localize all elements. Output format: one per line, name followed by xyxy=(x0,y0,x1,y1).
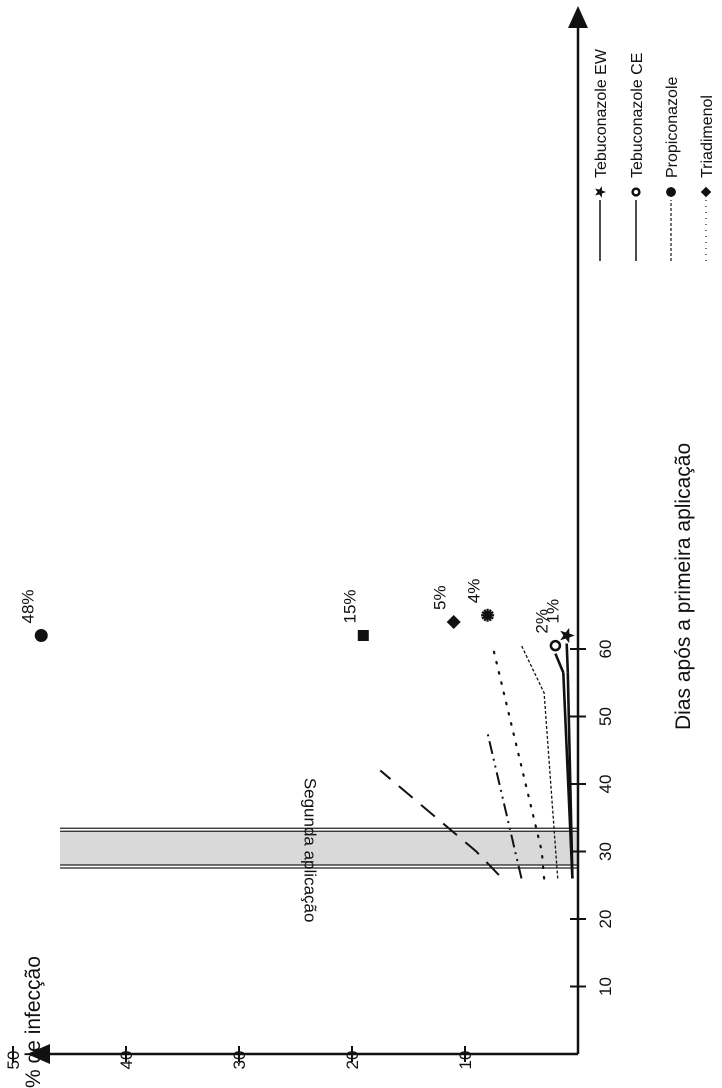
legend-item: Tebuconazole EW xyxy=(593,48,610,261)
data-label: 15% xyxy=(340,589,359,623)
series-propiconazole: 4% xyxy=(465,579,559,879)
legend-item: Propiconazole xyxy=(664,77,681,261)
band-label: Segunda aplicação xyxy=(301,778,320,923)
band-rect xyxy=(60,831,578,865)
data-label: 2% xyxy=(532,609,551,634)
asterisk-core xyxy=(484,612,491,619)
y-axis-label: % de infecção xyxy=(22,956,45,1088)
series-tebuconazole-ce: 2% xyxy=(532,609,574,879)
x-tick-label: 60 xyxy=(596,640,615,659)
data-point-marker xyxy=(357,630,369,641)
series-line xyxy=(520,645,559,879)
axes-group: 10 20 30 40 50 10 20 30 40 50 60 xyxy=(4,6,615,1069)
series-line-end xyxy=(565,643,570,673)
y-tick-label: 50 xyxy=(4,1051,23,1070)
series-line-end xyxy=(554,653,565,674)
series-line xyxy=(486,733,523,879)
data-point-marker xyxy=(446,615,461,629)
series-testemunha: 48% xyxy=(18,589,500,876)
legend-label: Triadimenol xyxy=(699,95,716,178)
x-tick-label: 30 xyxy=(596,842,615,861)
x-axis-arrow xyxy=(27,1044,50,1064)
y-tick-label: 10 xyxy=(456,1051,475,1070)
data-point-marker xyxy=(560,627,575,644)
legend-item: Tebuconazole CE xyxy=(629,53,646,261)
series-mancozeb: 15% xyxy=(340,589,523,879)
asterisk-core xyxy=(668,189,674,195)
data-label: 4% xyxy=(465,579,484,604)
x-tick-label: 50 xyxy=(596,707,615,726)
data-point-marker xyxy=(549,639,562,652)
legend-label: Tebuconazole CE xyxy=(629,53,646,178)
series-line xyxy=(562,672,574,879)
x-tick-label: 20 xyxy=(596,910,615,929)
band-group: Segunda aplicação xyxy=(60,778,578,923)
series-line xyxy=(379,769,500,876)
series-group: 1%2% 4% 5% 15% 48% xyxy=(18,579,575,880)
x-axis-label: Dias após a primeira aplicação xyxy=(672,443,695,730)
legend-marker xyxy=(595,186,606,198)
y-tick-label: 40 xyxy=(117,1051,136,1070)
x-tick-label: 10 xyxy=(596,977,615,996)
legend-marker xyxy=(631,187,641,197)
legend-marker xyxy=(700,186,712,198)
y-tick-label: 30 xyxy=(230,1051,249,1070)
series-triadimenol: 5% xyxy=(431,585,546,880)
data-point-marker xyxy=(34,629,48,642)
data-label: 48% xyxy=(18,589,37,623)
legend-item: Triadimenol xyxy=(699,95,716,261)
legend-label: Tebuconazole EW xyxy=(593,48,610,178)
data-label: 1% xyxy=(544,599,563,624)
data-label: 5% xyxy=(431,585,450,610)
x-tick-label: 40 xyxy=(596,775,615,794)
data-point-marker xyxy=(481,608,495,622)
legend-marker xyxy=(666,187,676,197)
y-tick-label: 20 xyxy=(343,1051,362,1070)
legend-group: Tebuconazole EW Tebuconazole CE Propiconaz… xyxy=(593,48,716,261)
y-axis-arrow xyxy=(568,6,588,28)
legend-label: Propiconazole xyxy=(664,77,681,179)
